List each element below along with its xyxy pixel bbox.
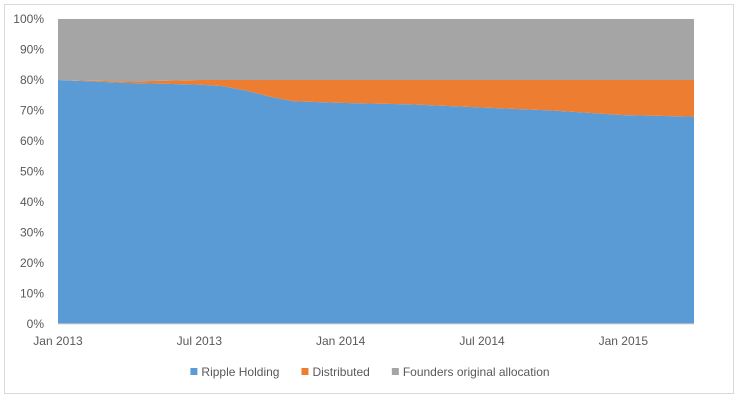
legend-label-ripple-holding: Ripple Holding bbox=[201, 365, 279, 379]
series-area-ripple-holding bbox=[58, 80, 694, 324]
y-axis: 0% 10% 20% 30% 40% 50% 60% 70% 80% 90% 100% bbox=[13, 12, 44, 331]
legend: Ripple Holding Distributed Founders origin… bbox=[190, 365, 550, 379]
series-area-distributed bbox=[58, 80, 694, 117]
x-tick-label: Jan 2014 bbox=[316, 334, 366, 348]
x-tick-label: Jul 2013 bbox=[177, 334, 223, 348]
x-axis: Jan 2013 Jul 2013 Jan 2014 Jul 2014 Jan 2015 bbox=[33, 323, 694, 348]
y-tick-label: 0% bbox=[27, 317, 45, 331]
legend-swatch-ripple-holding bbox=[190, 368, 198, 375]
legend-label-distributed: Distributed bbox=[312, 365, 369, 379]
y-tick-label: 80% bbox=[20, 73, 44, 87]
y-tick-label: 70% bbox=[20, 104, 44, 118]
x-tick-label: Jul 2014 bbox=[459, 334, 505, 348]
legend-label-founders-original-allocation: Founders original allocation bbox=[403, 365, 550, 379]
legend-swatch-distributed bbox=[301, 368, 309, 375]
legend-swatch-founders-original-allocation bbox=[391, 368, 399, 375]
y-tick-label: 30% bbox=[20, 226, 44, 240]
y-tick-label: 20% bbox=[20, 256, 44, 270]
y-tick-label: 50% bbox=[20, 165, 44, 179]
y-tick-label: 10% bbox=[20, 287, 44, 301]
x-tick-label: Jan 2013 bbox=[33, 334, 83, 348]
y-tick-label: 90% bbox=[20, 43, 44, 57]
y-tick-label: 100% bbox=[13, 12, 44, 26]
y-tick-label: 60% bbox=[20, 134, 44, 148]
x-tick-label: Jan 2015 bbox=[599, 334, 649, 348]
plot-area bbox=[58, 19, 694, 324]
series-area-founders-original-allocation bbox=[58, 19, 694, 82]
y-tick-label: 40% bbox=[20, 195, 44, 209]
